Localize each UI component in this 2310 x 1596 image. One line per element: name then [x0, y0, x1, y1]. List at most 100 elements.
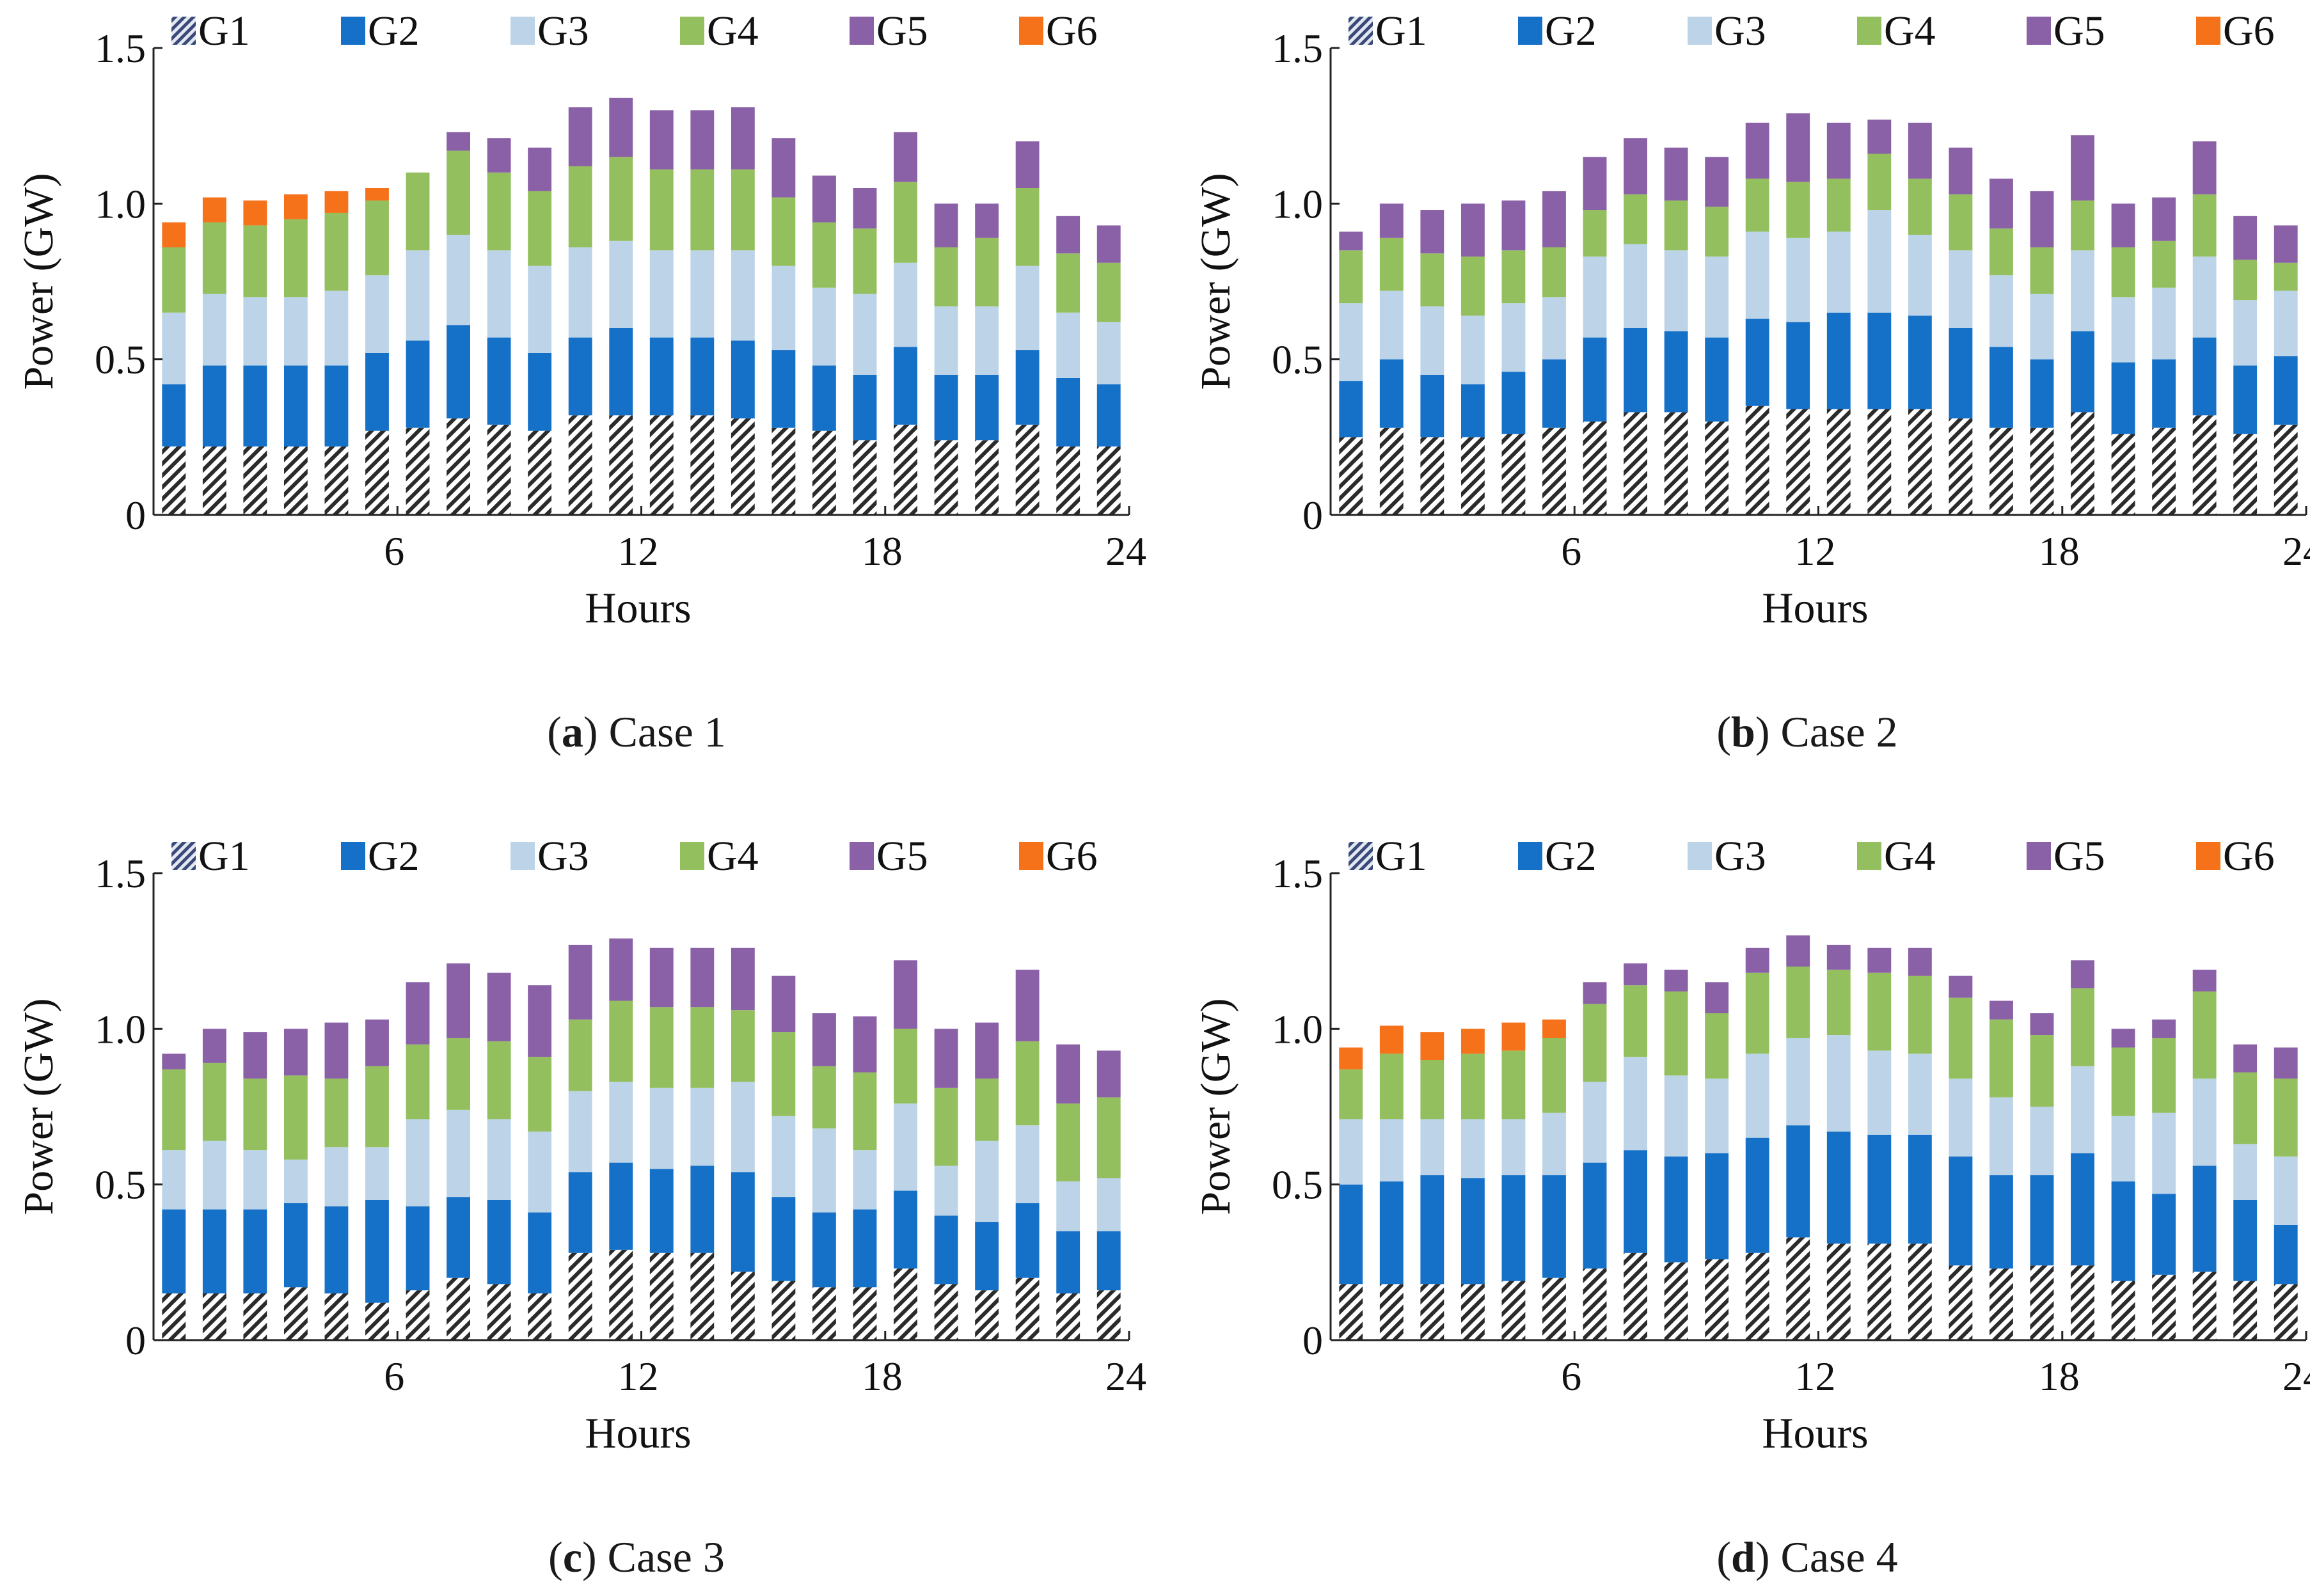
bar-g2-h7 — [1583, 1162, 1607, 1269]
bar-g5-h22 — [1015, 969, 1040, 1041]
bar-g2-h17 — [812, 365, 836, 431]
bar-g4-h1 — [1339, 250, 1363, 304]
legend-label-g2: G2 — [1545, 833, 1597, 880]
legend-swatch-g3 — [510, 17, 535, 45]
bar-g5-h1 — [1339, 232, 1363, 251]
caption-letter: a — [561, 707, 583, 756]
bar-g3-h23 — [1056, 312, 1080, 378]
bar-g4-h3 — [1420, 253, 1444, 306]
bar-g2-h7 — [406, 340, 430, 428]
bar-g1-h14 — [690, 415, 715, 515]
bar-g2-h19 — [2071, 1153, 2094, 1266]
bar-g2-h10 — [528, 1212, 552, 1293]
bar-g3-h17 — [812, 1128, 836, 1213]
bar-g2-h1 — [1339, 381, 1363, 438]
bar-g4-h22 — [1015, 188, 1040, 266]
bar-g5-h17 — [1990, 1000, 2013, 1020]
bar-g3-h6 — [1542, 1112, 1566, 1176]
bar-g2-h14 — [1867, 312, 1892, 409]
bar-g4-h23 — [1056, 253, 1080, 313]
legend-label-g3: G3 — [537, 8, 589, 54]
bar-g4-h17 — [1990, 1019, 2013, 1098]
legend-label-g5: G5 — [2053, 833, 2105, 880]
bar-g4-h17 — [812, 1066, 836, 1129]
bar-g4-h19 — [894, 1029, 917, 1104]
bar-g1-h7 — [1583, 422, 1607, 515]
bar-g5-h3 — [1420, 210, 1444, 254]
bar-g4-h4 — [1460, 257, 1485, 316]
bar-g3-h21 — [2152, 287, 2176, 359]
bar-g1-h13 — [1826, 1244, 1851, 1340]
bar-g1-h7 — [406, 427, 430, 515]
bar-g1-h17 — [812, 431, 836, 515]
bar-g1-h10 — [1705, 1259, 1729, 1340]
bar-g2-h13 — [1826, 1131, 1851, 1244]
bar-g3-h11 — [1745, 1054, 1769, 1138]
bar-g4-h15 — [731, 169, 755, 251]
bars — [1339, 935, 2298, 1340]
legend-label-g5: G5 — [876, 833, 928, 880]
x-tick-label: 6 — [384, 528, 404, 574]
legend-swatch-g6 — [1019, 842, 1043, 870]
bar-g6-h1 — [1339, 1047, 1363, 1070]
bar-g4-h18 — [2030, 247, 2054, 294]
bar-g2-h21 — [2152, 1194, 2176, 1275]
legend-label-g5: G5 — [876, 8, 928, 54]
bar-g2-h9 — [487, 337, 511, 425]
bar-g4-h9 — [1664, 200, 1688, 251]
bar-g5-h21 — [975, 203, 999, 238]
bar-g1-h18 — [2030, 427, 2054, 515]
bar-g2-h5 — [324, 1206, 349, 1293]
bar-g5-h15 — [731, 107, 755, 170]
bar-g1-h8 — [447, 418, 470, 515]
x-axis-label: Hours — [585, 583, 691, 632]
bar-g3-h14 — [1867, 210, 1892, 313]
bar-g1-h15 — [1908, 1244, 1932, 1340]
caption-text: Case 4 — [1780, 1533, 1898, 1581]
bar-g4-h10 — [1705, 207, 1729, 257]
y-axis-label: Power (GW) — [1192, 173, 1239, 390]
legend-swatch-g5 — [850, 17, 874, 45]
bar-g3-h8 — [447, 1109, 470, 1197]
bar-g4-h2 — [202, 1063, 226, 1141]
bar-g5-h19 — [2071, 135, 2094, 201]
bar-g4-h3 — [1420, 1060, 1444, 1119]
bar-g5-h16 — [1949, 976, 1973, 998]
legend-swatch-g5 — [2027, 842, 2051, 870]
bar-g2-h5 — [324, 365, 349, 446]
bar-g2-h21 — [2152, 359, 2176, 428]
bar-g3-h7 — [1583, 257, 1607, 338]
bar-g2-h10 — [528, 352, 552, 431]
bar-g2-h23 — [2233, 365, 2258, 434]
bar-g3-h18 — [2030, 1107, 2054, 1176]
bar-g1-h6 — [365, 1302, 389, 1340]
bar-g2-h11 — [568, 337, 592, 416]
x-tick-label: 12 — [1795, 528, 1836, 574]
bar-g4-h22 — [2192, 991, 2217, 1079]
bar-g5-h11 — [1745, 947, 1769, 973]
bar-g3-h2 — [202, 1141, 226, 1210]
bar-g4-h16 — [771, 1032, 796, 1116]
bar-g5-h22 — [2192, 141, 2217, 194]
bar-g5-h9 — [1664, 147, 1688, 201]
bar-g5-h15 — [1908, 122, 1932, 179]
bar-g1-h13 — [649, 415, 674, 515]
y-tick-label: 1.0 — [95, 181, 146, 226]
legend: G1 G2 G3 G4 G5 G6 — [171, 8, 1098, 54]
bar-g1-h8 — [1624, 1252, 1647, 1340]
bar-g3-h10 — [528, 1131, 552, 1213]
bar-g1-h13 — [649, 1252, 674, 1340]
panel-a: 0 0.5 1.0 1.5 6 12 18 24 Hours Power (GW) G1 G2 G3 G4… — [0, 0, 1151, 780]
legend-label-g2: G2 — [368, 833, 420, 880]
bar-g3-h12 — [1786, 237, 1810, 322]
legend-swatch-g3 — [1688, 17, 1712, 45]
bar-g5-h23 — [1056, 1044, 1080, 1104]
bar-g5-h8 — [447, 963, 470, 1038]
x-tick-label: 18 — [862, 1354, 903, 1399]
bar-g2-h23 — [1056, 377, 1080, 446]
bar-g3-h20 — [2111, 1116, 2135, 1181]
bar-g1-h16 — [771, 427, 796, 515]
bar-g5-h9 — [487, 972, 511, 1041]
bar-g4-h21 — [2152, 1038, 2176, 1113]
bar-g5-h24 — [2274, 1047, 2298, 1079]
